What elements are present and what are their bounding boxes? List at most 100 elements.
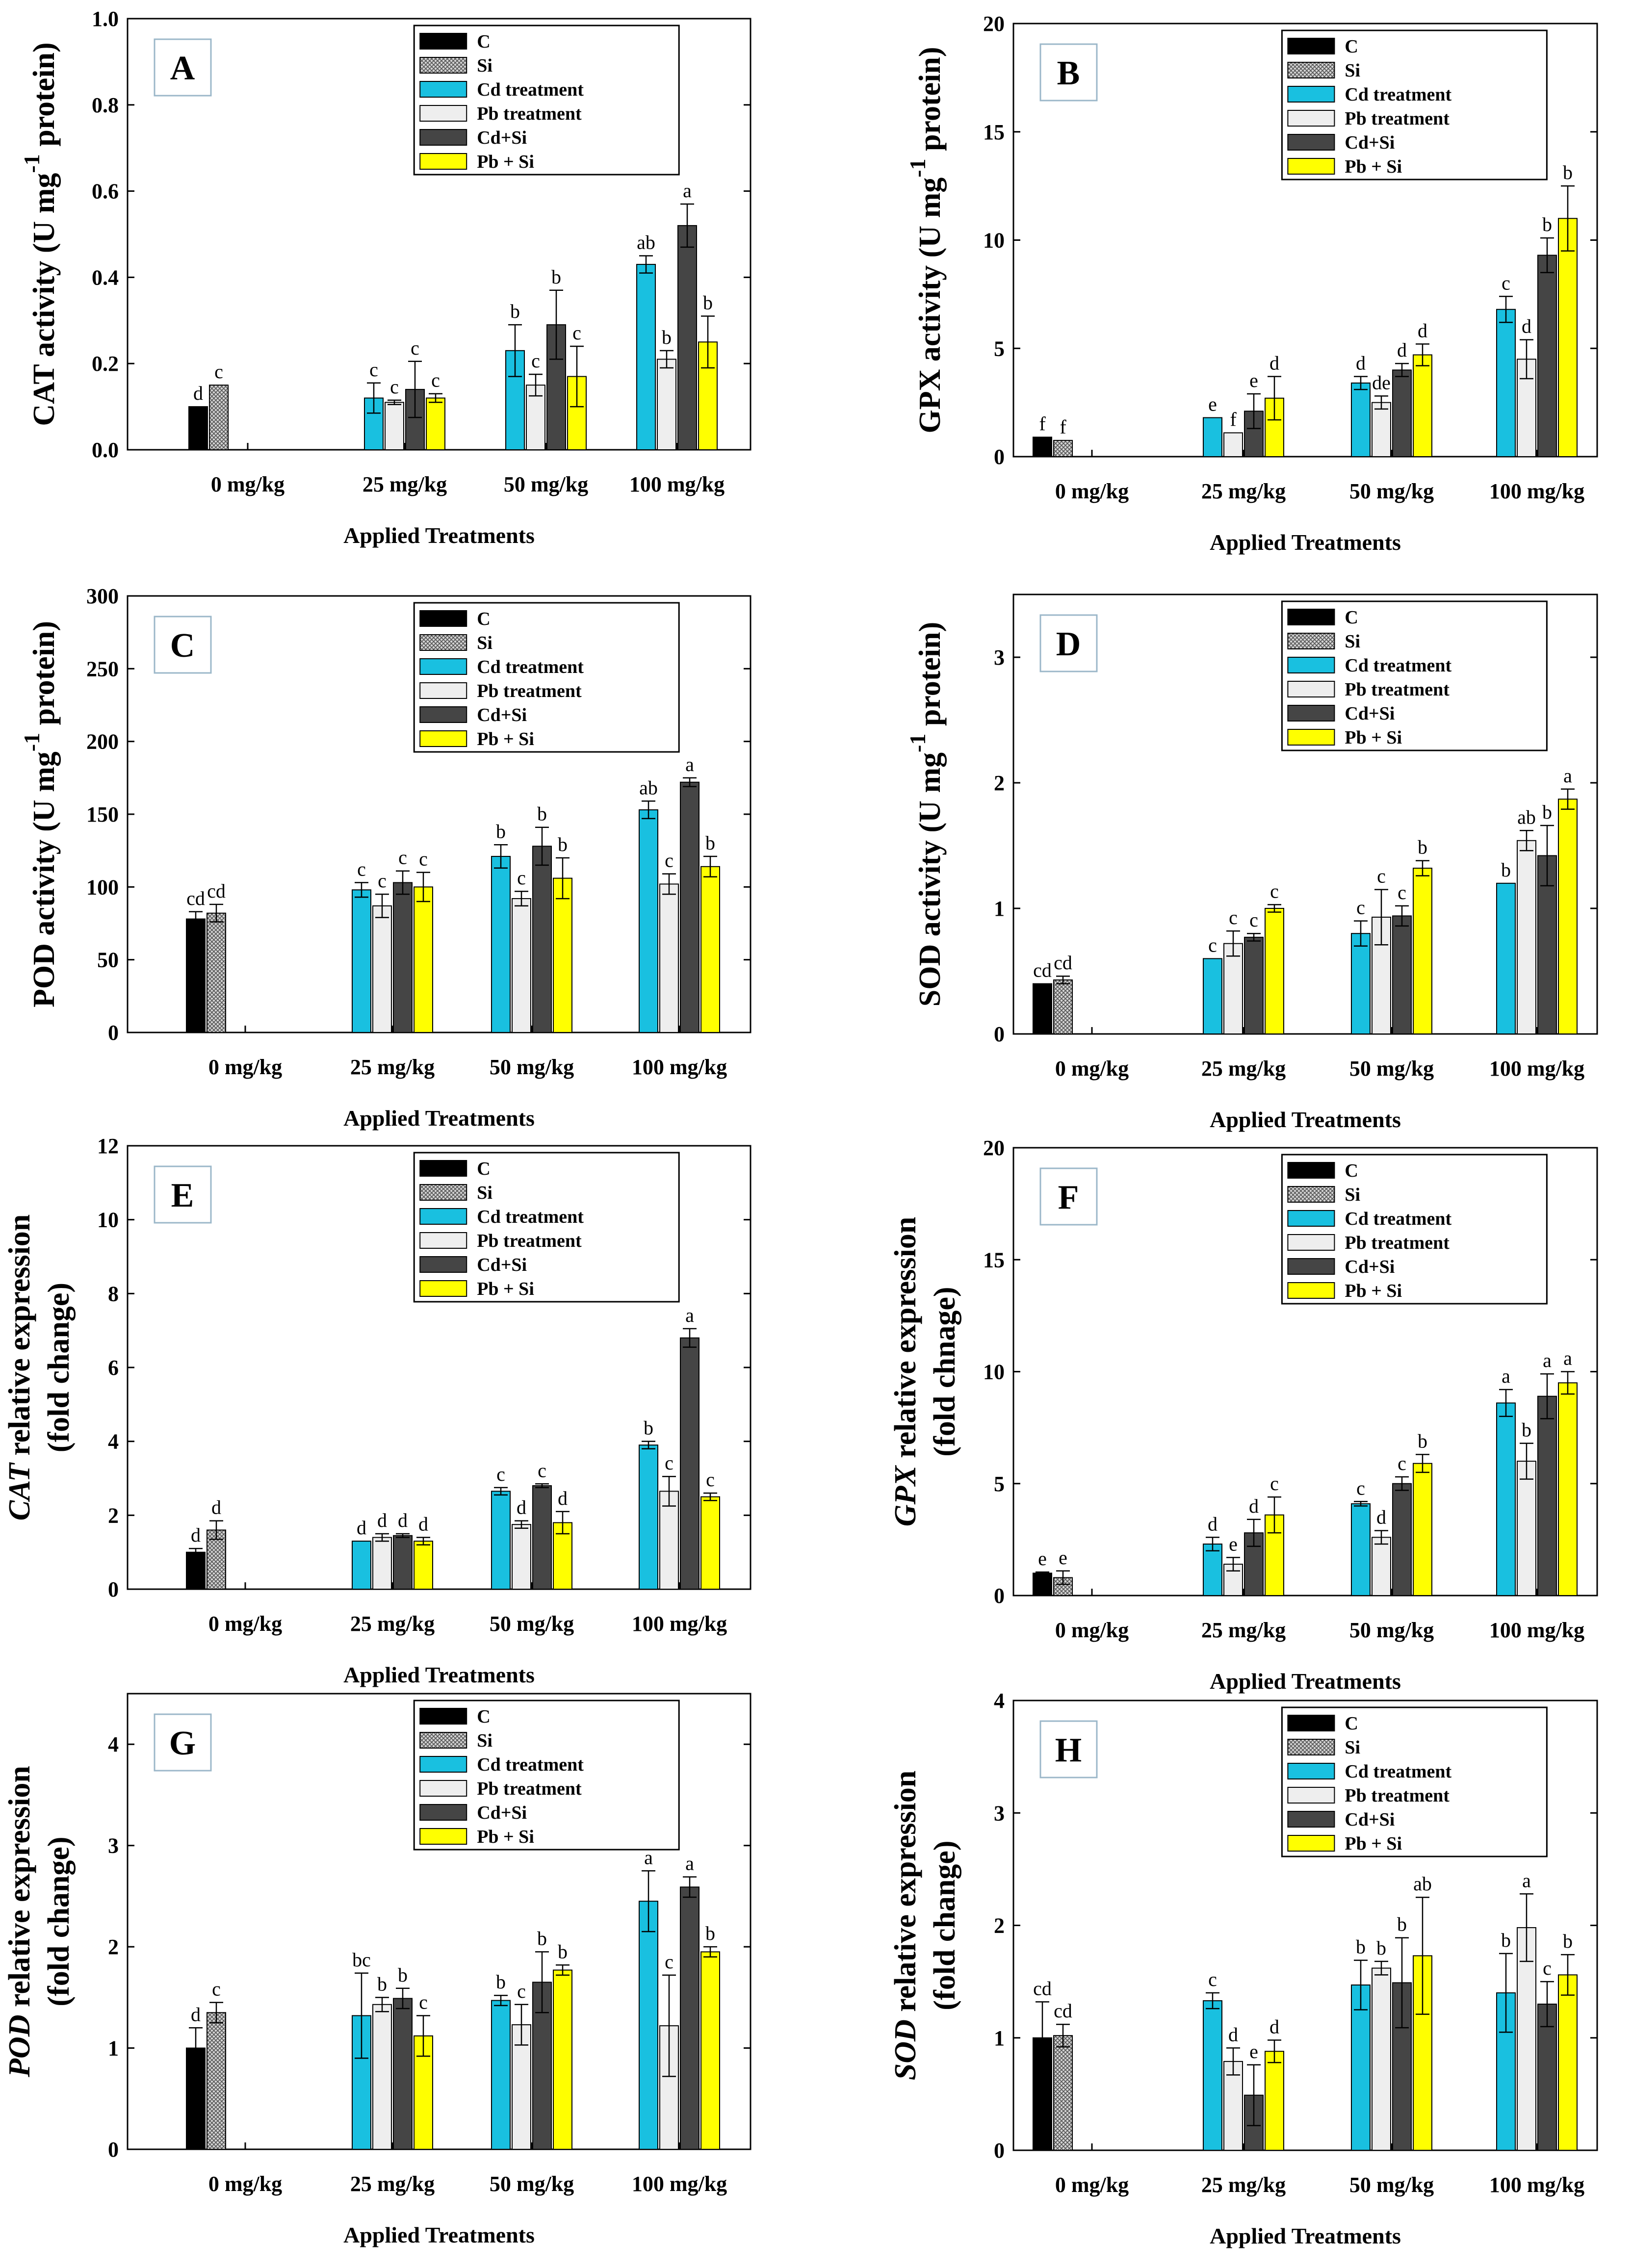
significance-letter: b bbox=[1418, 1430, 1427, 1452]
bar bbox=[532, 1485, 552, 1590]
significance-letter: c bbox=[1270, 1472, 1279, 1495]
legend-swatch bbox=[419, 33, 467, 50]
bar bbox=[1496, 1992, 1516, 2151]
significance-letter: d bbox=[1376, 1506, 1386, 1528]
legend-box bbox=[413, 25, 680, 176]
legend-swatch bbox=[419, 1184, 467, 1201]
legend-swatch bbox=[419, 706, 467, 723]
significance-letter: a bbox=[1522, 1869, 1531, 1891]
significance-letter: b bbox=[1501, 859, 1511, 881]
legend-label: Pb + Si bbox=[477, 1279, 534, 1299]
panel-label-box bbox=[1039, 1167, 1098, 1226]
significance-letter: b bbox=[1542, 801, 1552, 823]
panel-label-box bbox=[1039, 1720, 1098, 1778]
significance-letter: cd bbox=[1033, 959, 1052, 981]
significance-letter: c bbox=[1502, 272, 1510, 294]
legend-label: Pb + Si bbox=[1345, 1833, 1402, 1854]
significance-letter: d bbox=[191, 1524, 201, 1546]
bar bbox=[1203, 2000, 1222, 2151]
y-axis-title: CAT relative expression bbox=[3, 1214, 36, 1521]
y-axis-title: GPX activity (U mg-1 protein) bbox=[905, 47, 947, 434]
legend-label: Cd+Si bbox=[477, 1255, 527, 1275]
legend-swatch bbox=[419, 634, 467, 651]
bar bbox=[188, 406, 208, 450]
legend-swatch bbox=[419, 153, 467, 170]
bar bbox=[393, 1998, 413, 2150]
significance-letter: d bbox=[1228, 2023, 1238, 2045]
bar bbox=[186, 918, 206, 1033]
x-tick-label: 0 mg/kg bbox=[211, 472, 285, 496]
significance-letter: c bbox=[538, 1459, 546, 1481]
significance-letter: c bbox=[1543, 1957, 1552, 1979]
legend-label: C bbox=[477, 609, 490, 629]
bar bbox=[352, 889, 371, 1033]
legend-swatch bbox=[419, 1232, 467, 1249]
significance-letter: a bbox=[1563, 765, 1572, 787]
x-tick-label: 25 mg/kg bbox=[1201, 479, 1286, 503]
y-tick-label: 250 bbox=[86, 657, 119, 681]
legend-swatch bbox=[419, 105, 467, 122]
legend-swatch bbox=[1287, 62, 1335, 78]
significance-letter: e bbox=[1249, 369, 1258, 391]
significance-letter: c bbox=[1229, 906, 1238, 928]
significance-letter: d bbox=[357, 1517, 366, 1539]
significance-letter: d bbox=[1356, 352, 1366, 374]
bar bbox=[491, 2000, 511, 2150]
bar bbox=[659, 883, 679, 1033]
legend-swatch bbox=[419, 1160, 467, 1177]
panel-h: 0 1 2 3 4 0 mg/kg 25 mg/kg 50 mg/kg 100 mg/kg App… bbox=[889, 1689, 1598, 2248]
bar bbox=[1203, 1544, 1222, 1596]
panel-label-box bbox=[154, 1165, 212, 1224]
x-tick-label: 50 mg/kg bbox=[1349, 1057, 1434, 1081]
panel-label: C bbox=[170, 627, 195, 665]
y-tick-label: 0 bbox=[994, 445, 1005, 469]
legend-swatch bbox=[419, 1780, 467, 1797]
x-tick-label: 100 mg/kg bbox=[629, 472, 725, 496]
significance-letter: e bbox=[1229, 1533, 1238, 1555]
bar bbox=[1265, 908, 1284, 1034]
bar bbox=[1392, 1483, 1412, 1596]
x-tick-label: 0 mg/kg bbox=[208, 1055, 282, 1079]
bar bbox=[1351, 1984, 1371, 2151]
x-tick-label: 50 mg/kg bbox=[1349, 479, 1434, 503]
significance-letter: b bbox=[1418, 836, 1427, 858]
bar bbox=[426, 397, 445, 451]
significance-letter: c bbox=[369, 359, 378, 381]
bar bbox=[414, 886, 433, 1033]
bar bbox=[659, 2025, 679, 2150]
legend-swatch bbox=[1287, 681, 1335, 697]
x-tick-label: 50 mg/kg bbox=[504, 472, 588, 496]
panel-label: E bbox=[171, 1177, 194, 1214]
legend-label: C bbox=[1345, 1160, 1358, 1181]
bar bbox=[680, 1886, 699, 2150]
x-tick-label: 100 mg/kg bbox=[1489, 2173, 1584, 2197]
y-axis-title: POD activity (U mg-1 protein) bbox=[19, 621, 61, 1007]
legend-label: Cd treatment bbox=[1345, 84, 1451, 105]
legend-label: Si bbox=[1345, 1737, 1360, 1758]
legend-label: Pb treatment bbox=[1345, 108, 1450, 129]
legend-label: Pb treatment bbox=[477, 1231, 582, 1251]
legend-swatch bbox=[419, 1756, 467, 1773]
legend-swatch bbox=[1287, 1715, 1335, 1731]
significance-letter: b bbox=[644, 1417, 653, 1439]
significance-letter: ab bbox=[637, 231, 655, 253]
legend-label: Si bbox=[477, 633, 492, 653]
panel-label: G bbox=[169, 1725, 196, 1762]
bar bbox=[1392, 369, 1412, 458]
legend-box bbox=[413, 1700, 680, 1851]
legend-swatch bbox=[1287, 134, 1335, 151]
legend-label: Pb treatment bbox=[477, 103, 582, 124]
bar bbox=[700, 1951, 720, 2150]
legend-swatch bbox=[1287, 633, 1335, 649]
bar bbox=[1537, 2003, 1557, 2151]
bar bbox=[1537, 1395, 1557, 1597]
legend-label: Pb + Si bbox=[1345, 727, 1402, 748]
significance-letter: c bbox=[1398, 1452, 1406, 1474]
significance-letter: c bbox=[1208, 934, 1217, 956]
significance-letter: cd bbox=[207, 880, 226, 902]
significance-letter: c bbox=[531, 350, 540, 372]
y-tick-label: 3 bbox=[994, 1801, 1005, 1825]
significance-letter: d bbox=[1397, 339, 1407, 361]
significance-letter: d bbox=[1269, 352, 1279, 374]
legend-swatch bbox=[419, 1804, 467, 1821]
